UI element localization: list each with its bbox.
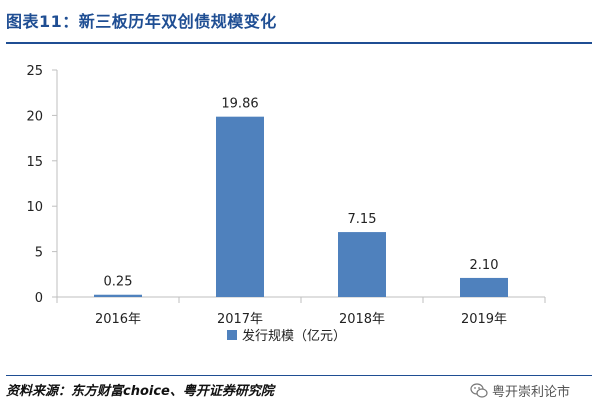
watermark: 粤开崇利论市 bbox=[470, 381, 570, 400]
y-tick-label: 20 bbox=[26, 109, 43, 124]
footer-divider bbox=[6, 375, 592, 376]
data-label: 2.10 bbox=[470, 258, 499, 273]
bars bbox=[94, 116, 508, 297]
figure-title: 图表11：新三板历年双创债规模变化 bbox=[6, 12, 277, 31]
wechat-icon bbox=[470, 382, 488, 398]
legend-label: 发行规模（亿元） bbox=[242, 328, 346, 344]
x-tick-label: 2018年 bbox=[339, 312, 385, 327]
bar-2 bbox=[338, 232, 386, 297]
x-tick-label: 2016年 bbox=[95, 312, 141, 327]
y-tick-label: 25 bbox=[26, 64, 43, 79]
x-tick-label: 2019年 bbox=[461, 312, 507, 327]
legend: 发行规模（亿元） bbox=[227, 328, 346, 344]
source-note: 资料来源：东方财富choice、粤开证券研究院 bbox=[6, 384, 274, 399]
bar-3 bbox=[460, 277, 508, 297]
x-tick-label: 2017年 bbox=[217, 312, 263, 327]
bar-chart: 0 5 10 15 20 25 2016年 2017年 2018年 2019年 0.25 19.8… bbox=[26, 64, 546, 344]
bar-0 bbox=[94, 294, 142, 297]
bar-1 bbox=[216, 116, 264, 297]
data-label: 19.86 bbox=[221, 97, 258, 112]
watermark-text: 粤开崇利论市 bbox=[492, 385, 571, 400]
data-label: 0.25 bbox=[104, 275, 133, 290]
data-label: 7.15 bbox=[348, 212, 377, 227]
y-tick-label: 0 bbox=[35, 291, 43, 306]
y-tick-label: 5 bbox=[35, 246, 43, 261]
y-axis: 0 5 10 15 20 25 bbox=[26, 64, 58, 306]
y-tick-label: 10 bbox=[26, 200, 43, 215]
title-divider bbox=[6, 42, 592, 44]
legend-swatch bbox=[227, 330, 237, 340]
data-labels: 0.25 19.86 7.15 2.10 bbox=[104, 97, 499, 290]
x-axis: 2016年 2017年 2018年 2019年 bbox=[56, 296, 546, 327]
y-tick-label: 15 bbox=[26, 155, 43, 170]
